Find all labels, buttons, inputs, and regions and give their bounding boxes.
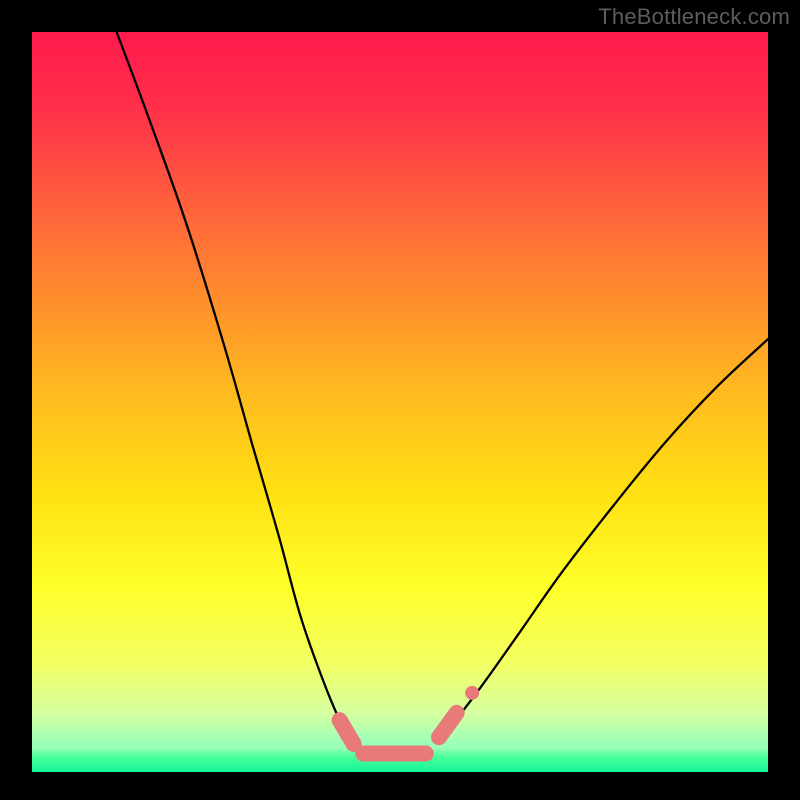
watermark-text: TheBottleneck.com <box>598 4 790 30</box>
plot-area <box>32 32 768 772</box>
chart-stage: TheBottleneck.com <box>0 0 800 800</box>
marker-dot <box>465 686 479 700</box>
curve-left-branch <box>117 32 349 735</box>
bottleneck-curve <box>32 32 768 772</box>
marker-capsule <box>439 713 457 737</box>
marker-group <box>340 686 479 754</box>
curve-right-branch <box>440 339 768 735</box>
marker-capsule <box>340 720 354 744</box>
